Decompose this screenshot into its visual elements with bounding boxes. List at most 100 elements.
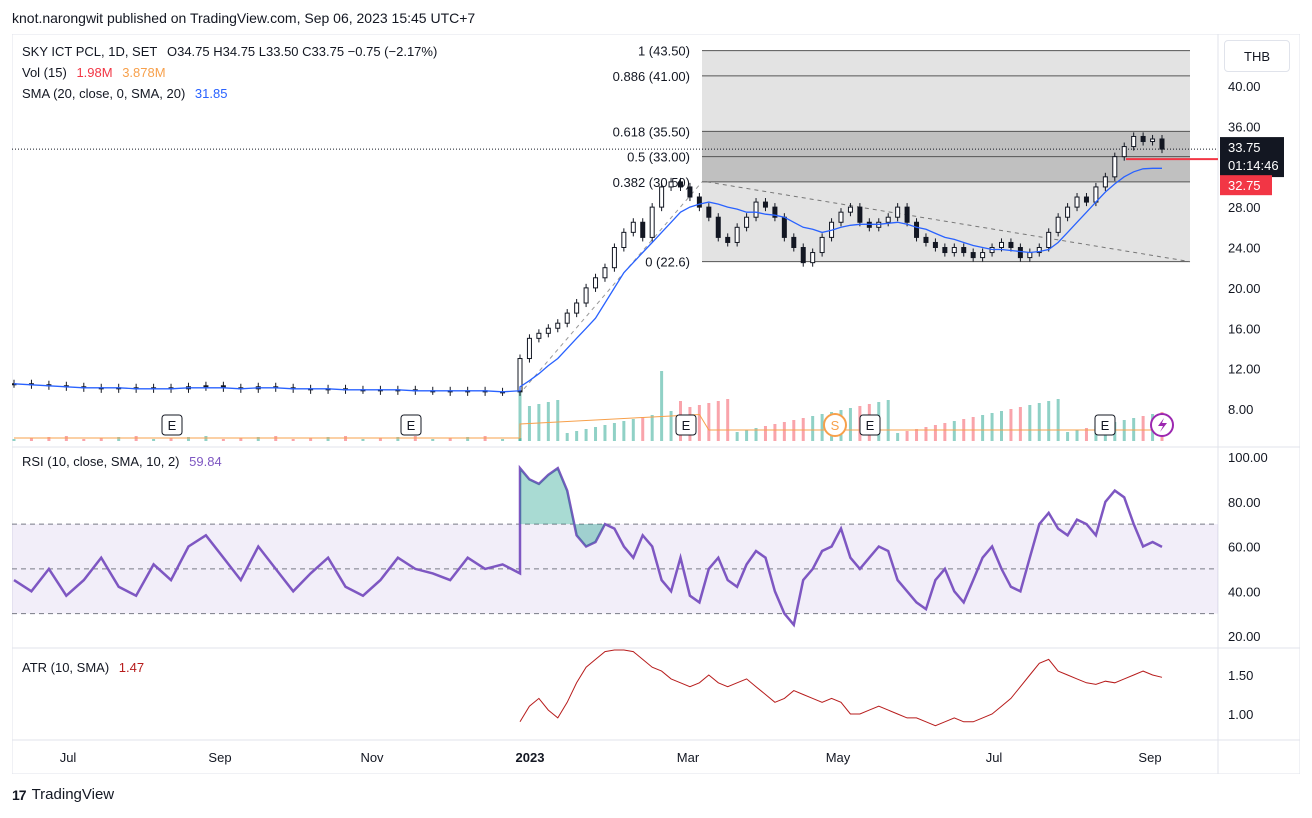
price-tick-label: 8.00 bbox=[1228, 402, 1253, 417]
time-tick-label: Sep bbox=[1138, 750, 1161, 765]
candle-body bbox=[1017, 247, 1023, 259]
lightning-icon bbox=[1158, 418, 1167, 432]
price-tick-label: 16.00 bbox=[1228, 321, 1261, 336]
price-axis[interactable]: 40.00 36.00 28.00 24.00 20.00 16.00 12.00 8.00 3… bbox=[1220, 79, 1284, 417]
earnings-marker-label: E bbox=[407, 418, 416, 433]
chart-frame[interactable]: 1 (43.50) 0.886 (41.00) 0.618 (35.50) 0.5 (… bbox=[11, 33, 1301, 775]
candle-body bbox=[602, 267, 608, 279]
rsi-tick-label: 100.00 bbox=[1228, 450, 1268, 465]
candle-body bbox=[1159, 138, 1165, 150]
time-tick-label: May bbox=[826, 750, 851, 765]
candle-body bbox=[1112, 156, 1118, 178]
earnings-marker-box bbox=[1094, 414, 1116, 436]
publisher-header: knot.narongwit published on TradingView.… bbox=[12, 10, 476, 26]
legend-rsi-row: RSI (10, close, SMA, 10, 2) 59.84 bbox=[22, 454, 228, 469]
time-axis[interactable]: Jul Sep Nov 2023 Mar May Jul Sep bbox=[60, 750, 1162, 765]
candle-body bbox=[630, 221, 636, 233]
volume-bar bbox=[431, 439, 435, 441]
volume-bar bbox=[326, 437, 330, 441]
volume-bar bbox=[466, 437, 470, 441]
volume-label: Vol (15) bbox=[22, 65, 67, 80]
candle-body bbox=[753, 201, 759, 218]
volume-bar bbox=[660, 371, 664, 441]
volume-bar bbox=[1018, 407, 1022, 441]
candle-body bbox=[1046, 231, 1052, 248]
volume-bar bbox=[309, 438, 313, 441]
volume-bar bbox=[501, 439, 505, 441]
legend-sma-row: SMA (20, close, 0, SMA, 20) 31.85 bbox=[22, 86, 233, 101]
candle-body bbox=[545, 327, 551, 334]
volume-bar bbox=[952, 421, 956, 441]
candle-body bbox=[696, 196, 702, 208]
rsi-tick-label: 80.00 bbox=[1228, 495, 1261, 510]
footer: 17 TradingView bbox=[12, 786, 114, 803]
volume-bar bbox=[1056, 399, 1060, 441]
earnings-marker-label: E bbox=[168, 418, 177, 433]
candle-body bbox=[1140, 135, 1146, 143]
volume-bar bbox=[924, 427, 928, 441]
sma-path bbox=[13, 167, 1162, 393]
rsi-line bbox=[13, 464, 1163, 628]
candle-body bbox=[715, 216, 721, 238]
earnings-marker-box bbox=[859, 414, 881, 436]
atr-tick-label: 1.50 bbox=[1228, 668, 1253, 683]
volume-bar bbox=[518, 438, 522, 441]
price-tick-label: 28.00 bbox=[1228, 200, 1261, 215]
sma-label: SMA (20, close, 0, SMA, 20) bbox=[22, 86, 186, 101]
event-markers: E E E E ES bbox=[161, 413, 1174, 437]
candle-body bbox=[885, 216, 891, 223]
volume-bar bbox=[990, 413, 994, 441]
time-tick-label: Jul bbox=[60, 750, 77, 765]
volume-bar bbox=[99, 438, 103, 441]
volume-bar bbox=[378, 438, 382, 441]
candle-body bbox=[857, 206, 863, 223]
rsi-overbought-fill bbox=[520, 468, 605, 547]
volume-bar bbox=[291, 439, 295, 441]
candle-body bbox=[810, 252, 816, 264]
candle-body bbox=[791, 236, 797, 248]
volume-bar bbox=[256, 437, 260, 441]
candle-body bbox=[1008, 241, 1014, 248]
volume-bar bbox=[773, 424, 777, 441]
candle-body bbox=[762, 201, 768, 208]
volume-bar bbox=[603, 425, 607, 441]
candle-body bbox=[1055, 216, 1061, 233]
volume-ma-value: 3.878M bbox=[122, 65, 166, 80]
volume-bar bbox=[1000, 411, 1003, 441]
volume-bar bbox=[575, 431, 579, 441]
volume-bar bbox=[1047, 401, 1051, 441]
volume-bar bbox=[735, 432, 739, 441]
volume-bar bbox=[1009, 409, 1013, 441]
candle-body bbox=[970, 252, 976, 259]
trendlines[interactable] bbox=[523, 158, 1218, 390]
volume-bar bbox=[905, 431, 909, 441]
fib-level-label: 0.5 (33.00) bbox=[627, 150, 690, 165]
earnings-marker-box bbox=[675, 414, 697, 436]
volume-bar bbox=[622, 421, 626, 441]
currency-button[interactable]: THB bbox=[1224, 40, 1290, 72]
candle-body bbox=[847, 206, 853, 213]
volume-bar bbox=[117, 437, 121, 441]
candle-body bbox=[923, 236, 929, 243]
volume-bar bbox=[361, 439, 365, 441]
volume-bar bbox=[565, 433, 569, 441]
volume-bar bbox=[669, 411, 673, 441]
candle-body bbox=[1102, 176, 1108, 188]
symbol-label: SKY ICT PCL, 1D, SET bbox=[22, 44, 158, 59]
candle-body bbox=[744, 216, 750, 228]
candle-body bbox=[914, 221, 920, 238]
volume-bar bbox=[518, 381, 522, 441]
volume-bar bbox=[12, 439, 16, 441]
volume-bar bbox=[716, 401, 720, 441]
chart-canvas[interactable]: 1 (43.50) 0.886 (41.00) 0.618 (35.50) 0.5 (… bbox=[11, 33, 1301, 775]
candle-body bbox=[895, 206, 901, 218]
descending-trendline bbox=[706, 181, 1191, 263]
rsi-tick-label: 60.00 bbox=[1228, 540, 1261, 555]
volume-bar bbox=[726, 399, 730, 441]
legend-symbol-row: SKY ICT PCL, 1D, SET O34.75 H34.75 L33.5… bbox=[22, 44, 443, 59]
volume-bar bbox=[782, 422, 786, 441]
volume-value: 1.98M bbox=[76, 65, 113, 80]
fib-retracement[interactable]: 1 (43.50) 0.886 (41.00) 0.618 (35.50) 0.5 (… bbox=[12, 44, 1218, 270]
candle-body bbox=[1131, 135, 1137, 148]
candle-body bbox=[819, 236, 825, 254]
